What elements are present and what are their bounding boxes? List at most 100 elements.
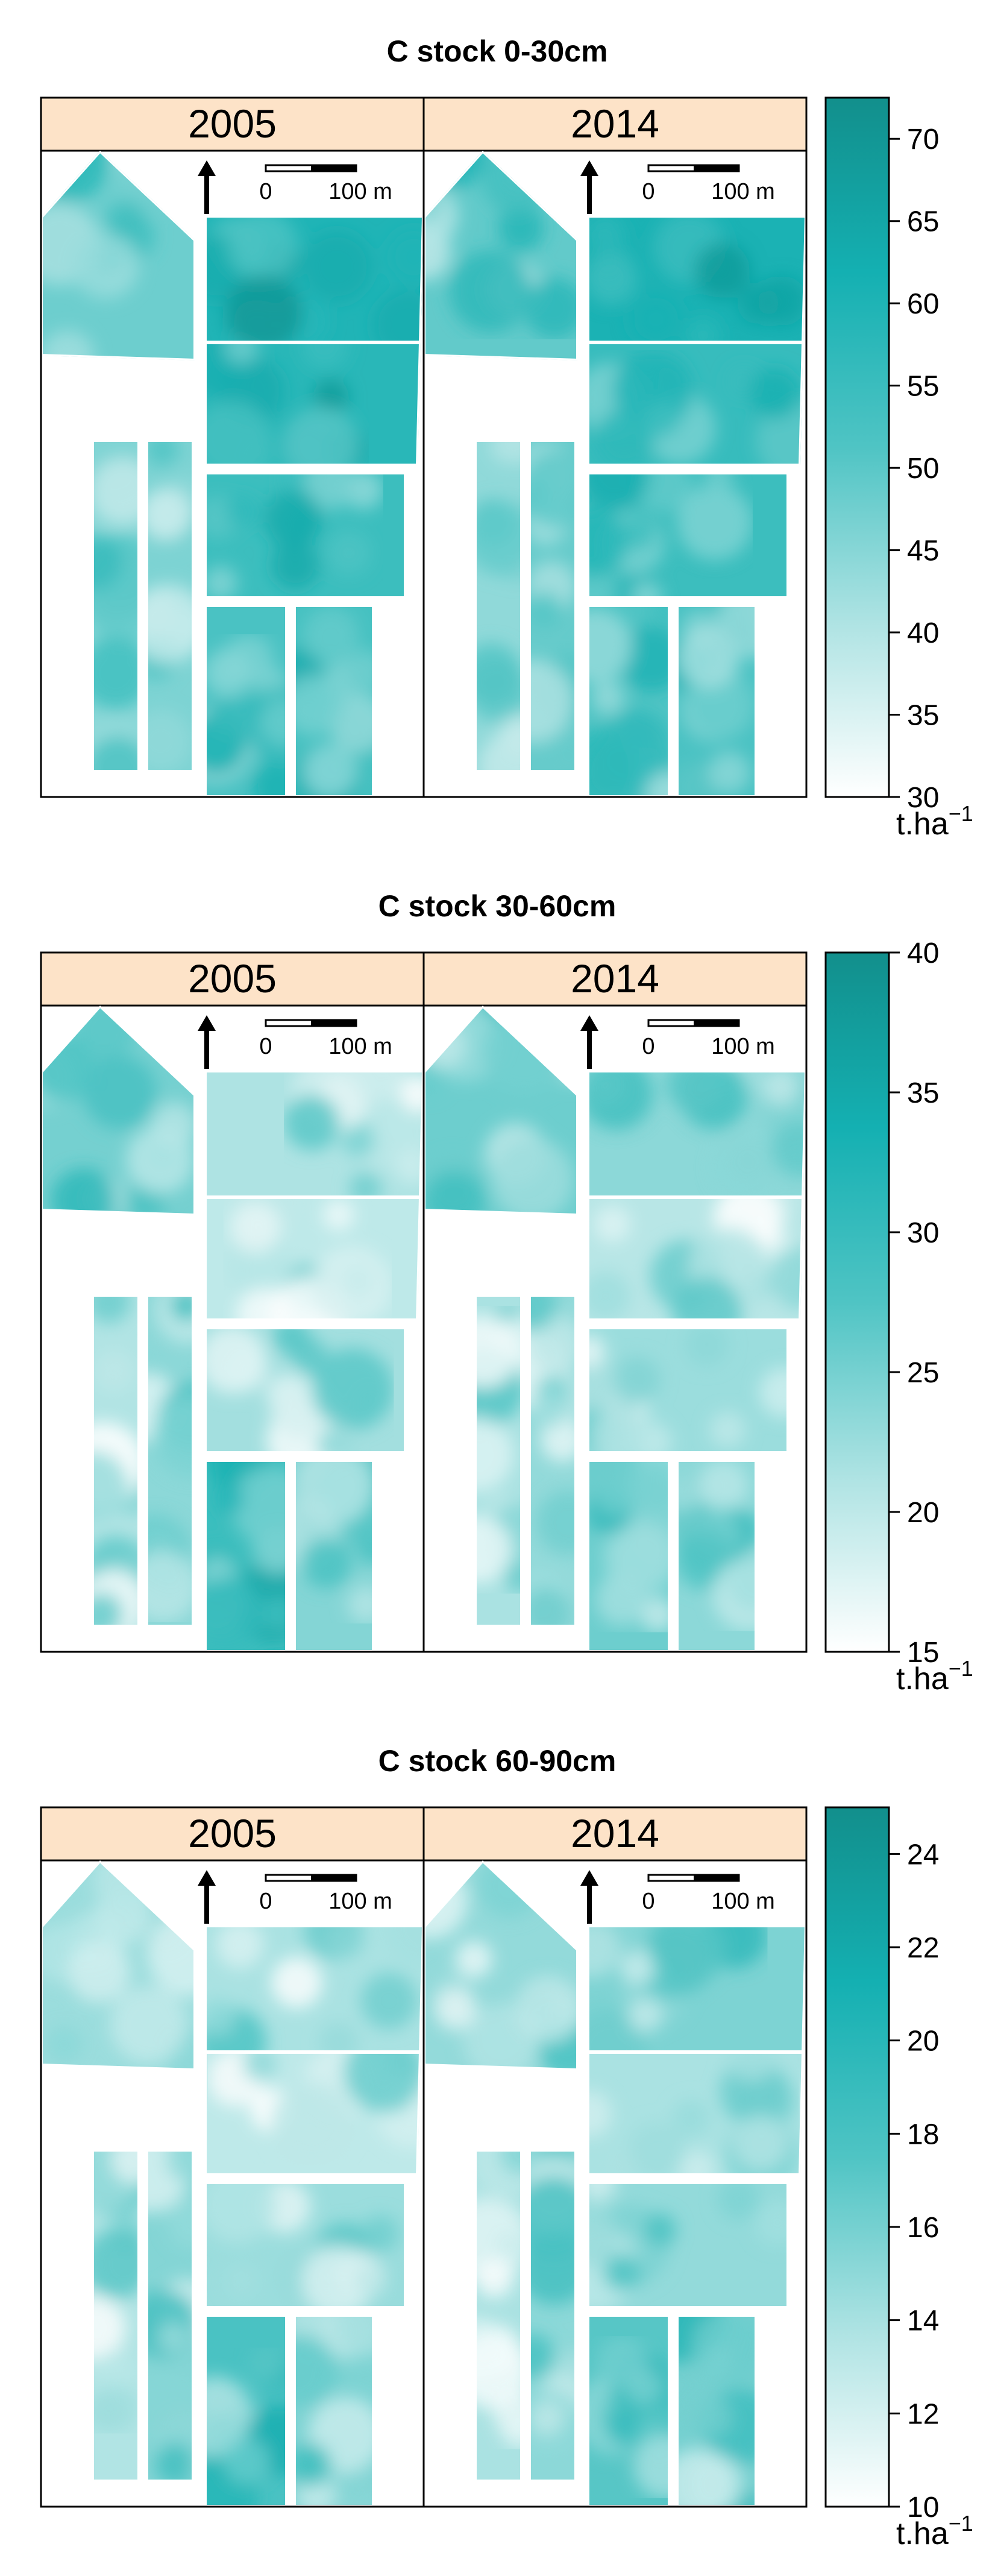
panel-title: C stock 0-30cm [387, 34, 608, 68]
texture-blob [327, 1926, 364, 1958]
texture-blob [738, 283, 779, 324]
field-sw-r [294, 1460, 374, 1652]
field-strip-r [146, 440, 193, 772]
texture-blob [498, 205, 544, 252]
field-border [424, 151, 578, 361]
texture-blob [708, 752, 750, 794]
texture-blob [312, 1348, 394, 1431]
field-strip-r [529, 1295, 576, 1627]
texture-blob [717, 2182, 760, 2220]
texture-blob [475, 1517, 512, 1583]
field-texture [146, 2150, 193, 2481]
year-header [40, 951, 425, 1007]
texture-blob [223, 2438, 269, 2484]
field-texture [677, 605, 756, 797]
texture-blob [475, 643, 521, 704]
texture-blob [225, 2264, 259, 2297]
field-texture [223, 1197, 392, 1320]
field-ne-top [588, 1926, 806, 2052]
colorbar-tick-label: 70 [907, 124, 939, 156]
texture-blob [271, 2082, 353, 2165]
texture-blob [372, 289, 424, 342]
field-nw [41, 151, 195, 361]
scale-label-zero: 0 [642, 179, 654, 204]
texture-blob [205, 1327, 266, 1394]
texture-blob [594, 409, 655, 465]
field-texture [588, 216, 806, 342]
unit-label: t.ha−1 [896, 2511, 973, 2551]
year-label: 2005 [188, 1811, 277, 1856]
field-texture [205, 1327, 394, 1453]
year-label: 2014 [571, 956, 659, 1001]
unit-label: t.ha−1 [896, 801, 973, 842]
field-texture [529, 441, 576, 772]
texture-blob [92, 1295, 131, 1323]
field-sw-l [588, 1460, 670, 1652]
texture-blob [515, 1976, 578, 2042]
field-texture [475, 440, 522, 772]
field-ne-bot [205, 2182, 406, 2308]
colorbar-tick-label: 14 [907, 2305, 939, 2337]
texture-blob [263, 490, 323, 550]
texture-blob [146, 1551, 193, 1622]
field-border [424, 1006, 578, 1215]
texture-blob [645, 771, 670, 797]
texture-blob [424, 1022, 466, 1069]
year-label: 2014 [571, 1811, 659, 1856]
texture-blob [591, 681, 625, 715]
texture-blob [205, 400, 272, 465]
texture-blob [347, 1586, 374, 1623]
field-border [41, 1006, 195, 1215]
scale-label-distance: 100 m [711, 1034, 775, 1059]
field-ne-mid [588, 342, 803, 465]
texture-blob [166, 2150, 193, 2182]
field-ne-mid [205, 342, 421, 465]
texture-blob [594, 1206, 631, 1243]
field-texture [588, 1327, 788, 1453]
field-texture [205, 2348, 287, 2507]
field-ne-mid [205, 1197, 421, 1320]
texture-blob [41, 1035, 95, 1101]
field-texture [677, 2315, 756, 2507]
texture-blob [156, 2443, 193, 2480]
texture-blob [271, 541, 320, 590]
texture-blob [591, 1409, 645, 1453]
field-texture [146, 440, 193, 772]
texture-blob [475, 501, 522, 575]
texture-blob [294, 2443, 331, 2487]
year-header [422, 96, 808, 152]
texture-blob [677, 761, 720, 797]
texture-blob [92, 637, 139, 710]
field-ne-bot [588, 1327, 788, 1453]
year-label: 2005 [188, 956, 277, 1001]
texture-blob [610, 1525, 670, 1589]
north-arrow-head-icon [198, 1870, 216, 1886]
texture-blob [482, 1010, 566, 1094]
texture-blob [633, 2434, 670, 2498]
texture-blob [205, 2182, 277, 2243]
field-texture [588, 1197, 803, 1320]
texture-blob [648, 1926, 726, 1987]
colorbar-tick-label: 15 [907, 1637, 939, 1669]
texture-blob [643, 2213, 677, 2247]
scale-bar-fill [311, 1020, 356, 1026]
texture-blob [294, 675, 344, 736]
map-2005: 0 100 m [41, 1006, 424, 1652]
texture-blob [604, 2254, 641, 2291]
texture-blob [759, 1367, 788, 1418]
colorbar-tick-label: 35 [907, 1077, 939, 1109]
scale-label-distance: 100 m [711, 1889, 775, 1914]
field-texture [294, 607, 374, 797]
panel-title: C stock 60-90cm [378, 1744, 617, 1778]
texture-blob [209, 699, 246, 737]
texture-blob [205, 565, 238, 598]
texture-blob [727, 1126, 785, 1183]
texture-blob [231, 1466, 287, 1548]
field-texture [588, 473, 753, 598]
map-2014: 0 100 m [424, 1860, 806, 2507]
colorbar [824, 96, 890, 798]
colorbar-tick-label: 55 [907, 371, 939, 403]
texture-blob [755, 400, 803, 465]
colorbar-tick-label: 20 [907, 1497, 939, 1529]
